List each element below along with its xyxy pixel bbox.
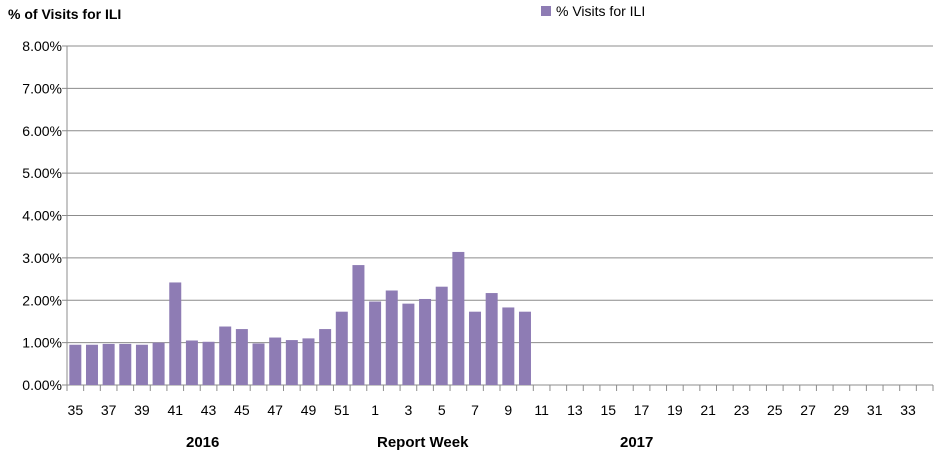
x-tick-label: 31 [867,402,883,418]
x-tick-label: 13 [567,402,583,418]
bar [402,303,415,385]
bar [369,301,382,385]
x-tick-label: 25 [767,402,783,418]
x-tick-label: 9 [504,402,512,418]
bar [419,298,432,385]
y-tick-label: 7.00% [22,80,62,96]
bar [69,344,82,385]
x-tick-label: 37 [101,402,117,418]
y-tick-label: 5.00% [22,165,62,181]
bar [385,290,398,385]
bar [135,344,148,385]
x-tick-label: 5 [438,402,446,418]
bar [502,307,515,385]
legend-label: % Visits for ILI [556,3,646,19]
legend-swatch [541,6,551,16]
y-tick-label: 0.00% [22,377,62,393]
bar [119,343,132,385]
x-tick-label: 51 [334,402,350,418]
x-tick-label: 43 [201,402,217,418]
x-tick-label: 35 [68,402,84,418]
bar [185,340,198,385]
x-tick-label: 21 [700,402,716,418]
bar [435,286,448,385]
y-tick-label: 1.00% [22,335,62,351]
bar [302,338,315,385]
bar [352,265,365,385]
x-tick-label: 17 [634,402,650,418]
y-tick-label: 2.00% [22,292,62,308]
bar [202,341,215,385]
bar [252,343,265,385]
bar [269,337,282,385]
y-tick-label: 4.00% [22,208,62,224]
x-tick-label: 23 [734,402,750,418]
x-axis-title: Report Week [377,434,469,451]
x-tick-label: 3 [405,402,413,418]
bar [319,329,332,385]
bar [152,342,165,385]
x-tick-label: 41 [167,402,183,418]
x-tick-label: 49 [301,402,317,418]
x-tick-label: 29 [834,402,850,418]
bar [469,311,482,385]
year-label-2016: 2016 [186,434,220,451]
y-tick-label: 6.00% [22,123,62,139]
y-tick-label: 8.00% [22,38,62,54]
y-axis-title: % of Visits for ILI [8,6,122,22]
bar [518,311,531,385]
x-tick-label: 7 [471,402,479,418]
bar [285,340,298,385]
bar [485,293,498,385]
bar [235,329,248,385]
x-tick-label: 19 [667,402,683,418]
year-label-2017: 2017 [620,434,654,451]
x-tick-label: 15 [600,402,616,418]
bar [169,282,182,385]
bar [85,344,98,385]
x-tick-label: 27 [800,402,816,418]
legend: % Visits for ILI [541,3,645,19]
x-tick-label: 39 [134,402,150,418]
bar [335,311,348,385]
bar [452,251,465,385]
x-tick-label: 47 [267,402,283,418]
bar [219,326,232,385]
bar [102,343,115,385]
x-tick-label: 45 [234,402,250,418]
x-tick-label: 11 [534,402,549,418]
y-tick-label: 3.00% [22,250,62,266]
x-tick-label: 1 [371,402,379,418]
x-tick-label: 33 [900,402,916,418]
